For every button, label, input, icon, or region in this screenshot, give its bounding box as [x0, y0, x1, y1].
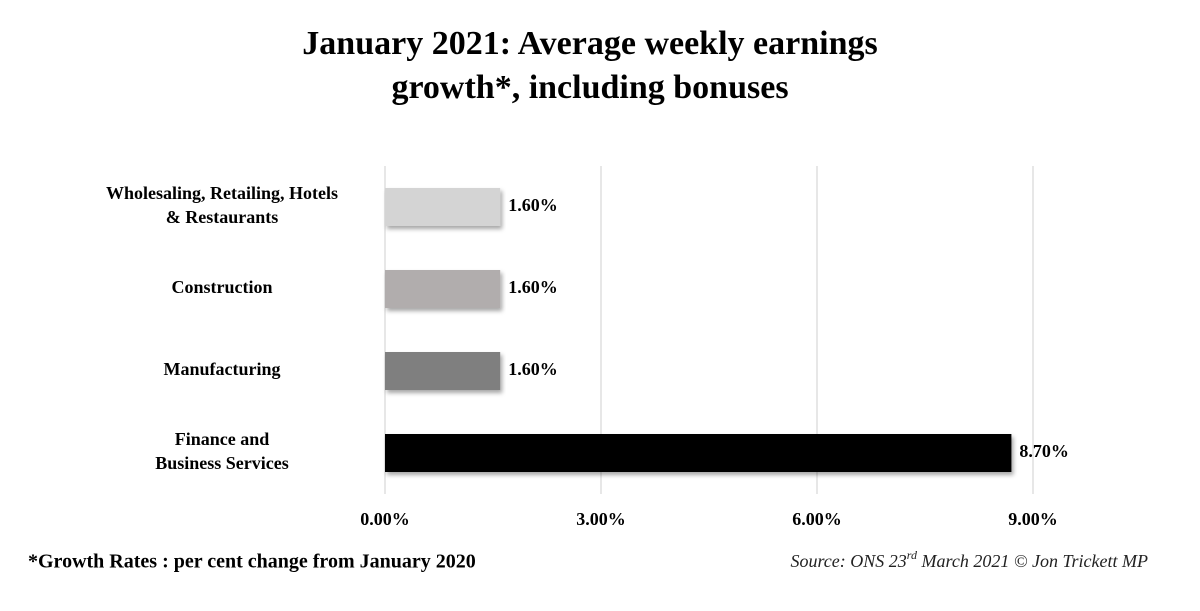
source-text: Source: ONS 23	[790, 551, 906, 571]
value-label: 1.60%	[508, 195, 558, 215]
x-tick-label: 3.00%	[576, 509, 626, 529]
source: Source: ONS 23rd March 2021 © Jon Tricke…	[790, 548, 1148, 571]
bar	[385, 270, 501, 308]
x-tick-label: 6.00%	[792, 509, 842, 529]
y-tick-label: Manufacturing	[164, 359, 281, 379]
y-tick-label: Construction	[171, 277, 272, 297]
y-tick-label: Finance and Business Services	[155, 429, 289, 473]
footnote: *Growth Rates : per cent change from Jan…	[28, 551, 476, 573]
value-label: 1.60%	[508, 277, 558, 297]
value-label: 8.70%	[1019, 441, 1069, 461]
y-tick-label: Wholesaling, Retailing, Hotels & Restaura…	[106, 183, 338, 227]
bar	[385, 352, 501, 390]
source-text: March 2021 © Jon Trickett MP	[917, 551, 1148, 571]
value-label: 1.60%	[508, 359, 558, 379]
bar	[385, 188, 501, 226]
bar	[385, 434, 1012, 472]
chart-title: January 2021: Average weekly earnings gro…	[302, 25, 877, 106]
source-superscript: rd	[907, 548, 918, 562]
x-tick-label: 9.00%	[1008, 509, 1058, 529]
x-tick-label: 0.00%	[360, 509, 410, 529]
